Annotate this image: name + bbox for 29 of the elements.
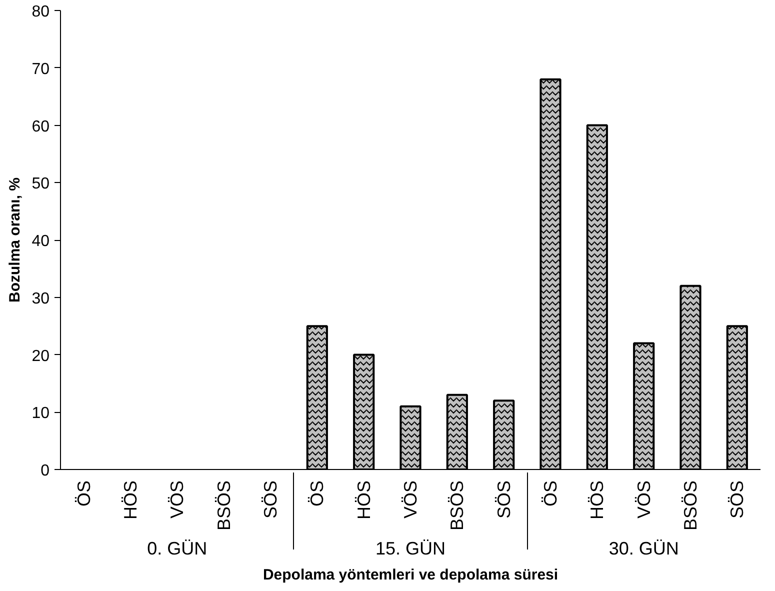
y-tick-label: 0 <box>40 462 50 480</box>
x-tick-label: SÖS <box>494 480 514 519</box>
x-tick-label: BSÖS <box>214 480 234 531</box>
y-tick-label: 80 <box>32 4 50 20</box>
x-tick-label: VÖS <box>167 480 188 519</box>
x-tick-label: ÖS <box>74 480 94 507</box>
text: 30. GÜN <box>608 538 679 559</box>
y-tick-label: 60 <box>32 118 50 136</box>
x-tick-label: HÖS <box>120 480 140 520</box>
y-tick-label: 30 <box>32 290 50 308</box>
y-tick-label: 70 <box>32 60 50 78</box>
y-tick-label: 20 <box>32 348 50 365</box>
y-tick-label: 40 <box>32 233 50 250</box>
x-tick-label: SÖS <box>260 480 280 519</box>
x-tick-label: VÖS <box>634 480 654 519</box>
x-tick-label: HÖS <box>354 480 374 520</box>
y-axis-title: Bozulma oranı, % <box>6 177 24 303</box>
x-tick-label: VÖS <box>400 480 420 519</box>
x-tick-label: ÖS <box>540 480 560 507</box>
x-tick-label: BSÖS <box>447 480 468 531</box>
x-tick-label: ÖS <box>307 480 328 507</box>
text: 0. GÜN <box>147 538 208 559</box>
x-tick-label: SÖS <box>727 480 748 519</box>
y-tick-label: 10 <box>32 405 50 422</box>
text: 15. GÜN <box>375 538 446 559</box>
x-tick-label: BSÖS <box>680 480 700 531</box>
x-tick-label: HÖS <box>587 480 608 520</box>
x-axis-title: Depolama yöntemleri ve depolama süresi <box>262 566 558 584</box>
y-tick-label: 50 <box>32 176 50 193</box>
